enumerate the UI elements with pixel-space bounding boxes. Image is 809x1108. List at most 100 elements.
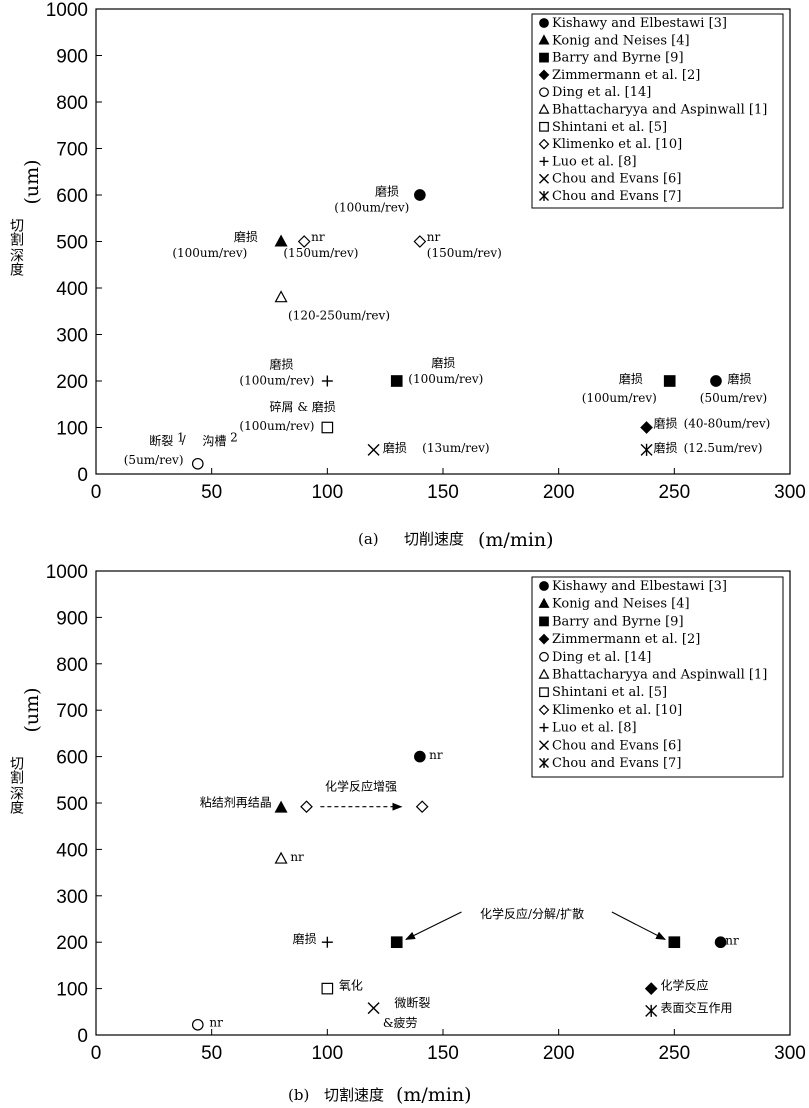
legend-marker-cross (539, 740, 549, 751)
annotation-label: 氧化 (339, 979, 363, 993)
annotation-label: 磨损 (728, 372, 752, 386)
data-point-diamond-open (415, 800, 429, 814)
x-axis-label-b: 切割速度 (324, 1086, 384, 1104)
legend-entry: Chou and Evans [6] (552, 172, 681, 187)
x-tick-label: 200 (543, 482, 575, 503)
annotation-label: nr (311, 230, 325, 244)
y-tick-label: 300 (56, 326, 88, 347)
legend-box-b (531, 576, 784, 778)
legend-marker-diamond-filled (538, 69, 550, 81)
data-point-triangle-filled (274, 800, 288, 813)
annotation-label: 磨损 (654, 417, 678, 431)
legend-entry: Barry and Byrne [9] (552, 614, 684, 629)
data-point-circle-filled (414, 750, 426, 763)
legend-entry: Kishawy and Elbestawi [3] (552, 579, 727, 594)
y-axis-label-b-line2: 深度 (8, 786, 24, 814)
legend-marker-triangle-filled (538, 597, 550, 608)
x-axis-unit-b: (m/min) (396, 1084, 472, 1106)
data-point-circle-filled (714, 936, 727, 949)
annotation-label: 磨损 (293, 932, 317, 946)
points-a (191, 189, 722, 470)
y-tick-label: 600 (56, 748, 88, 769)
legend-entry: Kishawy and Elbestawi [3] (552, 16, 727, 31)
data-point-triangle-open (274, 851, 288, 864)
legend-marker-triangle-open (538, 103, 550, 114)
annotation-label: (100um/rev) (172, 246, 247, 260)
x-tick-label: 250 (658, 482, 690, 503)
x-tick-label: 0 (91, 482, 102, 503)
x-tick-label: 0 (91, 1043, 102, 1064)
legend-marker-triangle-open (538, 668, 550, 679)
annotation-label: 粘结剂再结晶 (200, 795, 272, 810)
y-tick-label: 700 (56, 701, 88, 722)
annotation-label: (100um/rev) (239, 419, 314, 433)
annotation-label: nr (290, 850, 304, 864)
legend-marker-star (539, 191, 549, 201)
data-point-circle-open (191, 457, 204, 470)
annotation-label: 磨损 (234, 230, 258, 244)
y-tick-label: 100 (56, 980, 88, 1001)
legend-marker-diamond-open (538, 138, 550, 150)
legend-entry: Barry and Byrne [9] (552, 51, 684, 66)
legend-entry: Konig and Neises [4] (552, 597, 690, 612)
y-tick-label: 1000 (46, 0, 88, 21)
legend-marker-circle-filled (539, 581, 549, 591)
legend-a: Kishawy and Elbestawi [3] Konig and Neise… (531, 13, 784, 209)
annotation-label: (100um/rev) (582, 391, 657, 405)
annotation-label: 微断裂 (394, 995, 430, 1010)
annotation-label: 磨损 (383, 441, 407, 455)
annotation-label: 磨损 (431, 356, 455, 370)
legend-marker-cross (539, 173, 549, 184)
chart-a: 0 100 200 300 400 500 600 700 800 900 1000 0 50 100 15… (8, 0, 806, 551)
annotations-a: 磨损 (100um/rev) 磨损 (100um/rev) nr (150um/rev) n… (124, 184, 771, 466)
y-tick-label: 100 (56, 419, 88, 440)
annotation-label: 磨损 (619, 372, 643, 386)
chart-b: 0 100 200 300 400 500 600 700 800 900 1000 0 50 100 15… (8, 562, 806, 1106)
y-tick-label: 800 (56, 655, 88, 676)
annotation-label: 1 (177, 430, 185, 444)
annotation-label: 磨损 (654, 441, 678, 455)
data-point-circle-open (191, 1018, 204, 1031)
data-point-plus (321, 375, 333, 387)
x-axis-label-a: 切削速度 (404, 530, 464, 548)
data-point-square-filled (390, 936, 403, 949)
legend-entry: Klimenko et al. [10] (552, 703, 682, 718)
y-tick-label: 0 (77, 465, 88, 486)
annotation-label: 沟槽 (202, 434, 226, 448)
annotation-label: (120-250um/rev) (288, 309, 390, 323)
data-point-circle-filled (414, 189, 426, 201)
y-tick-label: 900 (56, 608, 88, 629)
legend-entry: Bhattacharyya and Aspinwall [1] (552, 668, 767, 683)
arrows-b (320, 802, 666, 940)
annotation-label: (5um/rev) (124, 453, 184, 467)
legend-marker-circle-open (539, 651, 549, 662)
y-tick-label: 200 (56, 933, 88, 954)
annotation-label: (100um/rev) (408, 372, 483, 386)
data-point-triangle-open (274, 290, 288, 303)
annotation-label: (100um/rev) (239, 373, 314, 387)
y-axis-label-b-line1: 切割 (8, 756, 24, 784)
legend-entry: Chou and Evans [7] (552, 756, 681, 771)
data-point-star (640, 443, 653, 456)
points-b (191, 750, 727, 1031)
legend-marker-circle-filled (539, 18, 549, 28)
legend-entry: Chou and Evans [7] (552, 189, 681, 204)
ticks-a: 0 100 200 300 400 500 600 700 800 900 1000 0 50 100 15… (46, 0, 806, 503)
x-tick-label: 100 (311, 482, 343, 503)
annotation-label: (100um/rev) (334, 200, 409, 214)
y-tick-label: 1000 (46, 562, 88, 583)
x-tick-label: 150 (427, 482, 459, 503)
data-point-diamond-open (300, 800, 313, 814)
annotation-label: 化学反应 (660, 978, 708, 993)
x-tick-label: 300 (774, 482, 806, 503)
data-point-square-filled (663, 375, 676, 387)
legend-marker-square-open (539, 121, 549, 132)
legend-entry: Zimmermann et al. [2] (552, 632, 700, 647)
annotation-label: 化学反应增强 (325, 778, 397, 793)
legend-marker-plus (539, 723, 549, 733)
y-axis-label-a-line1: 切割 (8, 218, 24, 246)
annotation-label: 碎屑 & 磨损 (270, 399, 336, 414)
y-tick-label: 500 (56, 233, 88, 254)
legend-marker-diamond-filled (538, 633, 550, 645)
